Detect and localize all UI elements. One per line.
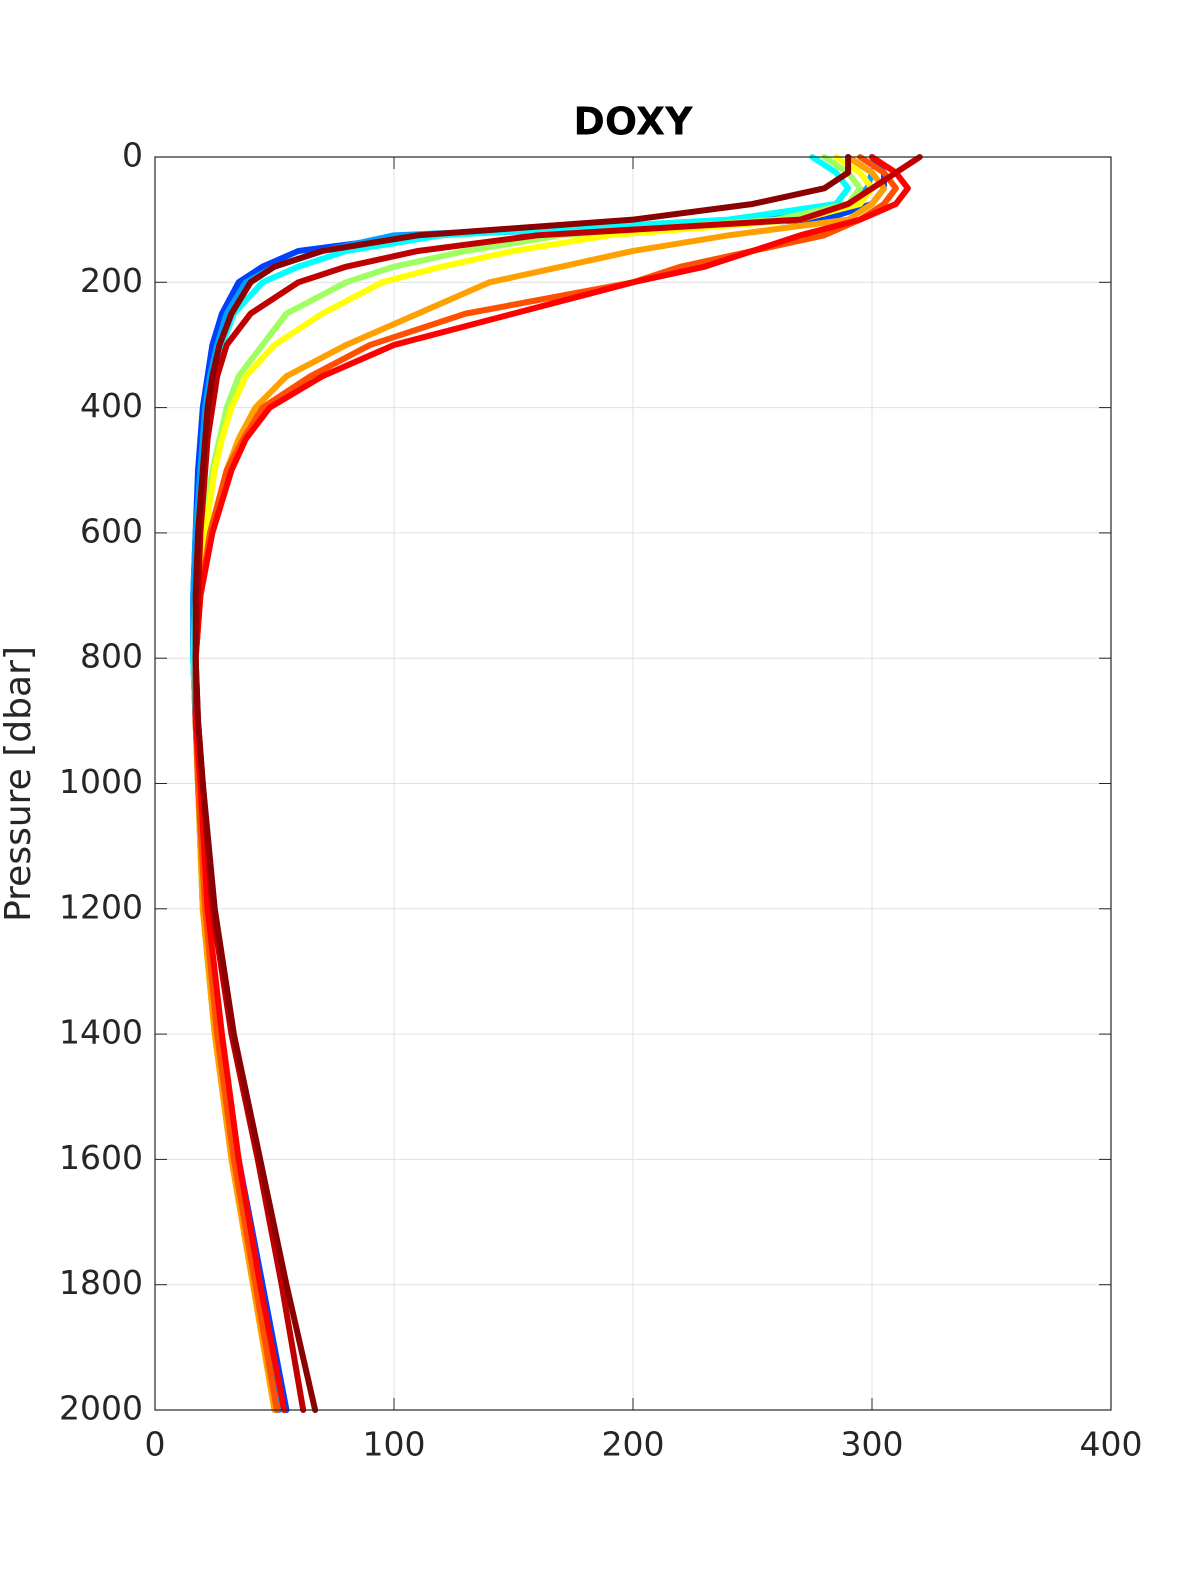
y-axis-label: Pressure [dbar] xyxy=(0,646,39,922)
x-tick-label: 300 xyxy=(841,1425,904,1464)
y-tick-label: 0 xyxy=(122,136,143,175)
y-tick-label: 1600 xyxy=(59,1138,143,1177)
x-tick-label: 100 xyxy=(363,1425,426,1464)
profile-line xyxy=(192,154,911,1413)
x-tick-label: 0 xyxy=(145,1425,166,1464)
y-tick-label: 1800 xyxy=(59,1263,143,1302)
x-tick-label: 200 xyxy=(602,1425,665,1464)
y-tick-label: 400 xyxy=(80,386,143,425)
profile-line xyxy=(192,154,852,1413)
y-tick-label: 1000 xyxy=(59,762,143,801)
y-tick-label: 1200 xyxy=(59,887,143,926)
y-tick-label: 2000 xyxy=(59,1389,143,1428)
y-tick-label: 1400 xyxy=(59,1013,143,1052)
y-tick-label: 800 xyxy=(80,637,143,676)
y-tick-label: 200 xyxy=(80,261,143,300)
x-tick-label: 400 xyxy=(1080,1425,1143,1464)
plot-frame xyxy=(154,156,1112,1411)
chart-title: DOXY xyxy=(573,100,693,144)
y-tick-label: 600 xyxy=(80,511,143,550)
